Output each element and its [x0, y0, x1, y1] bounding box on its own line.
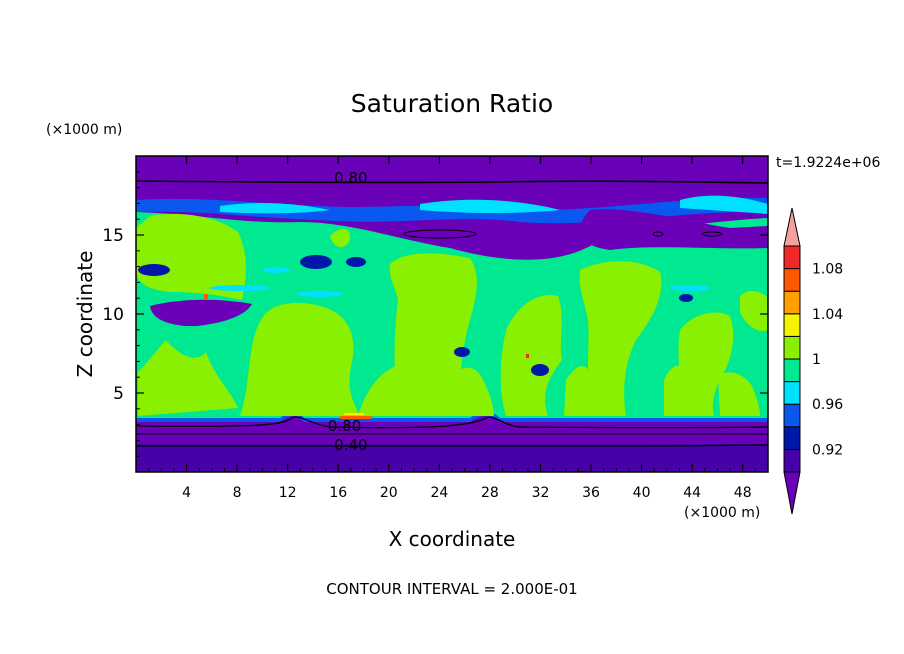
contour-interval-note: CONTOUR INTERVAL = 2.000E-01 — [326, 580, 577, 598]
contour-label: 0.40 — [334, 436, 367, 454]
y-axis-label: Z coordinate — [73, 251, 97, 378]
colorbar-swatch — [783, 381, 801, 405]
colorbar-swatch — [783, 290, 801, 315]
x-tick-label: 32 — [532, 485, 550, 501]
x-tick-label: 36 — [582, 485, 600, 501]
x-tick-label: 4 — [182, 485, 191, 501]
lower-dry-deep — [136, 444, 768, 472]
y-unit-label: (×1000 m) — [46, 122, 122, 138]
y-tick-label: 10 — [102, 305, 124, 325]
contour-labels: 0.800.800.40 — [328, 169, 368, 454]
colorbar-swatch — [783, 245, 801, 270]
cyan-wisp-right — [680, 195, 768, 214]
contour-lines — [136, 180, 768, 448]
colorbar-swatch — [783, 268, 801, 292]
x-axis-label: X coordinate — [389, 527, 516, 551]
colorbar-label: 0.96 — [812, 397, 843, 413]
colorbar-swatch — [783, 448, 801, 473]
x-tick-label: 24 — [430, 485, 448, 501]
x-tick-label: 44 — [683, 485, 701, 501]
chart-title: Saturation Ratio — [351, 89, 553, 118]
colorbar-swatch — [783, 403, 801, 428]
colorbar-label: 1.04 — [812, 307, 843, 323]
x-tick-label: 16 — [329, 485, 347, 501]
dry-tongue-lower — [480, 229, 580, 257]
x-tick-label: 20 — [380, 485, 398, 501]
lime-cloud-regions — [136, 213, 768, 416]
colorbar-swatch — [783, 426, 801, 450]
saturated-spots — [204, 294, 529, 419]
x-tick-label: 40 — [633, 485, 651, 501]
colorbar-swatch — [783, 358, 801, 383]
contour-field: 0.800.800.40 — [136, 156, 768, 472]
colorbar-swatch — [783, 335, 801, 360]
colorbar: 0.92 0.96 1 1.04 1.08 — [783, 207, 843, 515]
y-tick-label: 5 — [113, 384, 124, 404]
colorbar-under-triangle — [783, 471, 801, 515]
mid-dry-lens — [150, 299, 252, 326]
colorbar-swatch — [783, 313, 801, 337]
x-tick-label: 28 — [481, 485, 499, 501]
y-axis: 5 10 15 — [102, 171, 768, 457]
x-tick-label: 48 — [734, 485, 752, 501]
cyan-wisp-left — [220, 203, 330, 214]
x-unit-label: (×1000 m) — [684, 505, 760, 521]
contour-label: 0.80 — [328, 417, 361, 435]
cyan-filaments — [210, 267, 710, 297]
colorbar-label: 0.92 — [812, 442, 843, 458]
dry-tongue-right — [579, 209, 768, 250]
x-tick-label: 8 — [233, 485, 242, 501]
colorbar-label: 1.08 — [812, 262, 843, 278]
x-tick-label: 12 — [279, 485, 297, 501]
y-tick-label: 15 — [102, 226, 124, 246]
cyan-wisp-mid — [420, 199, 560, 213]
time-label: t=1.9224e+06 — [776, 155, 880, 171]
contour-label: 0.80 — [334, 169, 367, 187]
x-axis: 4 8 12 16 20 24 28 32 36 40 44 48 — [148, 156, 756, 501]
colorbar-over-triangle — [783, 207, 801, 247]
colorbar-label: 1 — [812, 352, 821, 368]
